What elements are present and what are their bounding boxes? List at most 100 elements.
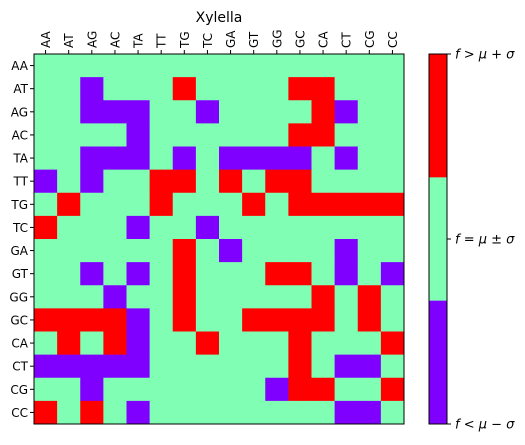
column-tick-label: CC <box>386 31 400 48</box>
colorbar-tick-label: f < μ − σ <box>455 418 515 433</box>
heatmap-cell-TC-CC <box>381 216 405 240</box>
heatmap-cell-GC-AG <box>80 308 104 332</box>
heatmap-cell-CA-AG <box>80 332 104 356</box>
row-tick-label: TT <box>13 175 29 189</box>
row-tick-label: TC <box>12 221 28 235</box>
heatmap-cell-AG-GG <box>265 100 289 124</box>
heatmap-cell-GC-CT <box>335 308 359 332</box>
heatmap-cell-GT-TA <box>127 262 151 286</box>
column-tick-label: AA <box>39 30 53 48</box>
heatmap-cell-TG-AA <box>34 193 58 217</box>
heatmap-cell-AG-AA <box>34 100 58 124</box>
heatmap-cell-TT-TA <box>127 170 151 194</box>
heatmap-cell-GT-TC <box>196 262 220 286</box>
heatmap-cell-AG-AT <box>57 100 81 124</box>
heatmap-cell-CG-CC <box>381 378 405 402</box>
heatmap-cell-GA-TT <box>150 239 174 263</box>
heatmap-cell-GT-GA <box>219 262 243 286</box>
heatmap-cell-GT-AC <box>103 262 127 286</box>
heatmap-cell-AA-GC <box>288 54 312 78</box>
heatmap-cell-CT-AG <box>80 355 104 379</box>
heatmap-cell-TA-CC <box>381 147 405 171</box>
heatmap-cell-GT-CT <box>335 262 359 286</box>
heatmap-cell-CT-TA <box>127 355 151 379</box>
heatmap-cell-CG-TC <box>196 378 220 402</box>
heatmap-cell-AA-GG <box>265 54 289 78</box>
heatmap-cell-TG-TA <box>127 193 151 217</box>
heatmap-cell-TT-GT <box>242 170 266 194</box>
heatmap-cell-AC-CT <box>335 123 359 147</box>
colorbar-tick-label: f > μ + σ <box>455 48 515 63</box>
heatmap-cell-CC-GC <box>288 401 312 425</box>
row-tick-labels: AA AT AG AC TA TT TG TC GA GT GG GC CA CT CG CC <box>9 59 34 420</box>
column-tick-label: TT <box>155 33 169 49</box>
heatmap-cell-GT-CG <box>358 262 382 286</box>
heatmap-cell-AT-CG <box>358 77 382 101</box>
heatmap-cell-CT-CG <box>358 355 382 379</box>
heatmap-cell-AC-TA <box>127 123 151 147</box>
heatmap-cell-AC-AT <box>57 123 81 147</box>
heatmap-cell-CC-CG <box>358 401 382 425</box>
row-tick-label: AA <box>11 59 29 73</box>
heatmap-cell-AT-CT <box>335 77 359 101</box>
heatmap-cell-TG-CA <box>312 193 336 217</box>
heatmap-cell-TA-AG <box>80 147 104 171</box>
heatmap-cell-GC-AA <box>34 308 58 332</box>
row-tick-label: TA <box>12 152 28 166</box>
heatmap-cell-TA-AT <box>57 147 81 171</box>
chart-title: Xylella <box>196 10 243 26</box>
heatmap-cell-CC-GA <box>219 401 243 425</box>
heatmap-cell-AA-TT <box>150 54 174 78</box>
heatmap-cell-CG-TG <box>173 378 197 402</box>
heatmap-cell-GA-CA <box>312 239 336 263</box>
heatmap-cell-CT-AC <box>103 355 127 379</box>
heatmap-cell-AA-CT <box>335 54 359 78</box>
heatmap-cell-CT-TC <box>196 355 220 379</box>
row-tick-label: AT <box>13 82 28 96</box>
heatmap-cell-TT-AG <box>80 170 104 194</box>
heatmap-cell-AA-AA <box>34 54 58 78</box>
heatmap-cell-CG-AA <box>34 378 58 402</box>
row-tick-label: TG <box>10 198 28 212</box>
heatmap-cell-GC-TC <box>196 308 220 332</box>
heatmap-cell-GA-AT <box>57 239 81 263</box>
heatmap-cell-GG-AT <box>57 285 81 309</box>
heatmap-cell-GA-AG <box>80 239 104 263</box>
heatmap-cell-AT-CA <box>312 77 336 101</box>
heatmap-cell-GG-GA <box>219 285 243 309</box>
heatmap-cell-CG-GA <box>219 378 243 402</box>
heatmap-cell-AC-TC <box>196 123 220 147</box>
heatmap-cell-AT-TG <box>173 77 197 101</box>
heatmap-cell-GG-GC <box>288 285 312 309</box>
heatmap-cell-GC-AC <box>103 308 127 332</box>
row-tick-label: GT <box>12 267 29 281</box>
heatmap-cell-TC-AG <box>80 216 104 240</box>
heatmap-cell-TG-GC <box>288 193 312 217</box>
heatmap-cell-GG-TC <box>196 285 220 309</box>
heatmap-cell-GA-CC <box>381 239 405 263</box>
heatmap-cell-GA-TC <box>196 239 220 263</box>
heatmap-cell-CC-TG <box>173 401 197 425</box>
heatmap-cell-TC-TG <box>173 216 197 240</box>
heatmap-cell-AC-GT <box>242 123 266 147</box>
heatmap-cell-CA-TT <box>150 332 174 356</box>
heatmap-cell-CT-GG <box>265 355 289 379</box>
column-tick-label: GC <box>293 30 307 48</box>
heatmap-cell-GA-AA <box>34 239 58 263</box>
heatmap-cell-CA-GA <box>219 332 243 356</box>
heatmap-cell-TG-TG <box>173 193 197 217</box>
heatmap-cell-GT-TG <box>173 262 197 286</box>
heatmap-cell-AG-CT <box>335 100 359 124</box>
heatmap-cell-GC-TT <box>150 308 174 332</box>
heatmap-cell-CC-AC <box>103 401 127 425</box>
row-tick-label: CG <box>10 383 28 397</box>
heatmap-cell-TC-AT <box>57 216 81 240</box>
heatmap-cell-CC-CT <box>335 401 359 425</box>
heatmap-cell-TA-AC <box>103 147 127 171</box>
column-tick-label: AG <box>85 31 99 48</box>
heatmap-cell-GC-GC <box>288 308 312 332</box>
heatmap-cell-TG-AC <box>103 193 127 217</box>
heatmap-cell-TG-AT <box>57 193 81 217</box>
colorbar: f < μ − σ f = μ ± σ f > μ + σ <box>429 48 515 433</box>
heatmap-cell-TT-CG <box>358 170 382 194</box>
